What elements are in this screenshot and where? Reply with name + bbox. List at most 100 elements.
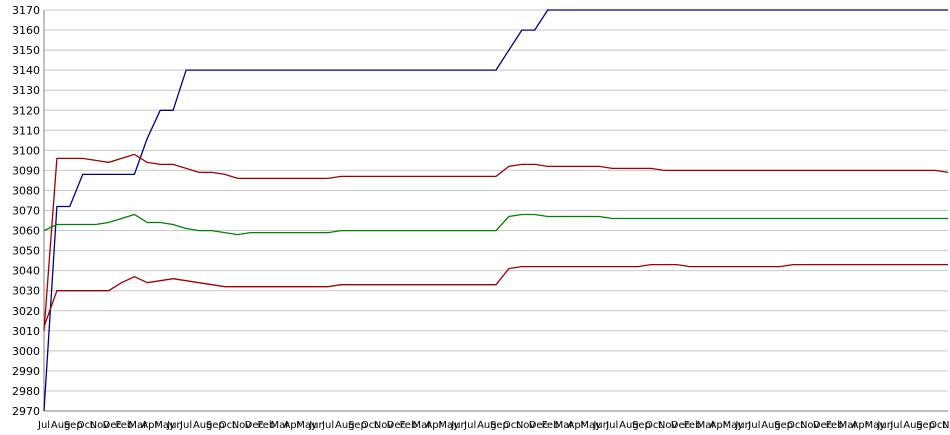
y-tick-label: 3070 — [12, 205, 40, 218]
x-tick-label: Nov — [800, 420, 820, 431]
x-tick-label: Oct — [645, 420, 662, 431]
x-tick-label: Oct — [787, 420, 804, 431]
y-tick-label: 2980 — [12, 385, 40, 398]
x-tick-label: Aug — [477, 420, 497, 431]
x-tick-label: May — [580, 420, 601, 431]
x-tick-label: May — [865, 420, 886, 431]
axes — [43, 10, 948, 412]
x-tick-label: Aug — [619, 420, 639, 431]
x-tick-label: Sep — [774, 420, 793, 431]
x-tick-label: Nov — [232, 420, 252, 431]
y-tick-label: 3050 — [12, 245, 40, 258]
y-tick-label: 3080 — [12, 184, 40, 197]
x-tick-label: Apr — [567, 420, 585, 431]
x-tick-label: Feb — [258, 420, 276, 431]
y-tick-label: 3170 — [12, 4, 40, 17]
x-tick-label: Jul — [747, 420, 760, 431]
y-tick-label: 3020 — [12, 305, 40, 318]
x-tick-label: Jun — [592, 420, 609, 431]
x-tick-label: Nov — [374, 420, 394, 431]
x-tick-label: Oct — [219, 420, 236, 431]
x-tick-label: Feb — [826, 420, 844, 431]
x-tick-label: Sep — [348, 420, 367, 431]
x-tick-label: May — [438, 420, 459, 431]
y-tick-labels: 2970 2980 2990 3000 3010 3020 3030 3040 3050 3060… — [12, 4, 40, 418]
y-tick-label: 3140 — [12, 64, 40, 77]
x-tick-label: Mar — [413, 420, 433, 431]
x-tick-label: Nov — [658, 420, 678, 431]
x-tick-label: Dec — [103, 420, 122, 431]
y-tick-label: 3060 — [12, 225, 40, 238]
x-tick-label: Jul — [605, 420, 618, 431]
x-tick-label: Sep — [206, 420, 225, 431]
y-tick-label: 2990 — [12, 365, 40, 378]
y-tick-label: 3000 — [12, 345, 40, 358]
x-tick-label: Feb — [115, 420, 133, 431]
x-tick-label: Sep — [490, 420, 509, 431]
x-tick-label: Jul — [889, 420, 902, 431]
x-tick-label: Jul — [179, 420, 192, 431]
x-tick-label: Sep — [916, 420, 935, 431]
y-tick-label: 3040 — [12, 265, 40, 278]
x-tick-label: Oct — [929, 420, 946, 431]
series-line-1 — [43, 9, 948, 412]
x-tick-label: Dec — [529, 420, 548, 431]
x-tick-label: Jul — [37, 420, 50, 431]
series-line-3 — [43, 213, 948, 236]
series-line-4 — [43, 263, 948, 328]
x-tick-label: Feb — [684, 420, 702, 431]
x-tick-label: Aug — [761, 420, 781, 431]
x-tick-label: Mar — [555, 420, 575, 431]
x-tick-label: Jul — [463, 420, 476, 431]
x-tick-label: Aug — [51, 420, 71, 431]
x-tick-label: May — [296, 420, 317, 431]
x-tick-label: Oct — [361, 420, 378, 431]
x-tick-label: Aug — [335, 420, 355, 431]
x-tick-label: Apr — [852, 420, 870, 431]
x-tick-label: Jun — [308, 420, 325, 431]
x-tick-label: Jun — [450, 420, 467, 431]
x-tick-label: Dec — [671, 420, 690, 431]
x-tick-label: Oct — [77, 420, 94, 431]
series-line-2 — [43, 153, 949, 331]
x-tick-label: Dec — [813, 420, 832, 431]
x-tick-label: Nov — [516, 420, 536, 431]
x-tick-label: Jun — [166, 420, 183, 431]
x-tick-label: Aug — [903, 420, 923, 431]
x-tick-label: Jul — [321, 420, 334, 431]
series-lines — [43, 9, 949, 412]
x-tick-label: Mar — [270, 420, 290, 431]
x-tick-label: Sep — [64, 420, 83, 431]
x-tick-label: Nov — [90, 420, 110, 431]
x-tick-label: Aug — [193, 420, 213, 431]
x-tick-label: Oct — [503, 420, 520, 431]
x-tick-label: May — [722, 420, 743, 431]
x-tick-label: Apr — [710, 420, 728, 431]
x-tick-label: Mar — [128, 420, 148, 431]
x-tick-label: May — [154, 420, 175, 431]
x-tick-label: Jun — [734, 420, 751, 431]
x-tick-label: Feb — [400, 420, 418, 431]
x-tick-label: Mar — [697, 420, 717, 431]
y-tick-label: 3130 — [12, 84, 40, 97]
y-tick-label: 3120 — [12, 104, 40, 117]
y-tick-label: 2970 — [12, 405, 40, 418]
y-tick-label: 3110 — [12, 124, 40, 137]
x-tick-label: Apr — [141, 420, 159, 431]
y-tick-label: 3010 — [12, 325, 40, 338]
x-tick-label: Dec — [245, 420, 264, 431]
y-tick-label: 3100 — [12, 144, 40, 157]
x-tick-label: Mar — [839, 420, 859, 431]
x-tick-label: Jun — [876, 420, 893, 431]
x-tick-label: Sep — [632, 420, 651, 431]
y-tick-label: 3090 — [12, 164, 40, 177]
x-tick-label: Dec — [387, 420, 406, 431]
y-tick-label: 3150 — [12, 44, 40, 57]
x-tick-label: Apr — [283, 420, 301, 431]
x-tick-label: Feb — [542, 420, 560, 431]
y-tick-label: 3160 — [12, 24, 40, 37]
x-tick-label: Apr — [425, 420, 443, 431]
x-tick-label: Nov — [942, 420, 950, 431]
